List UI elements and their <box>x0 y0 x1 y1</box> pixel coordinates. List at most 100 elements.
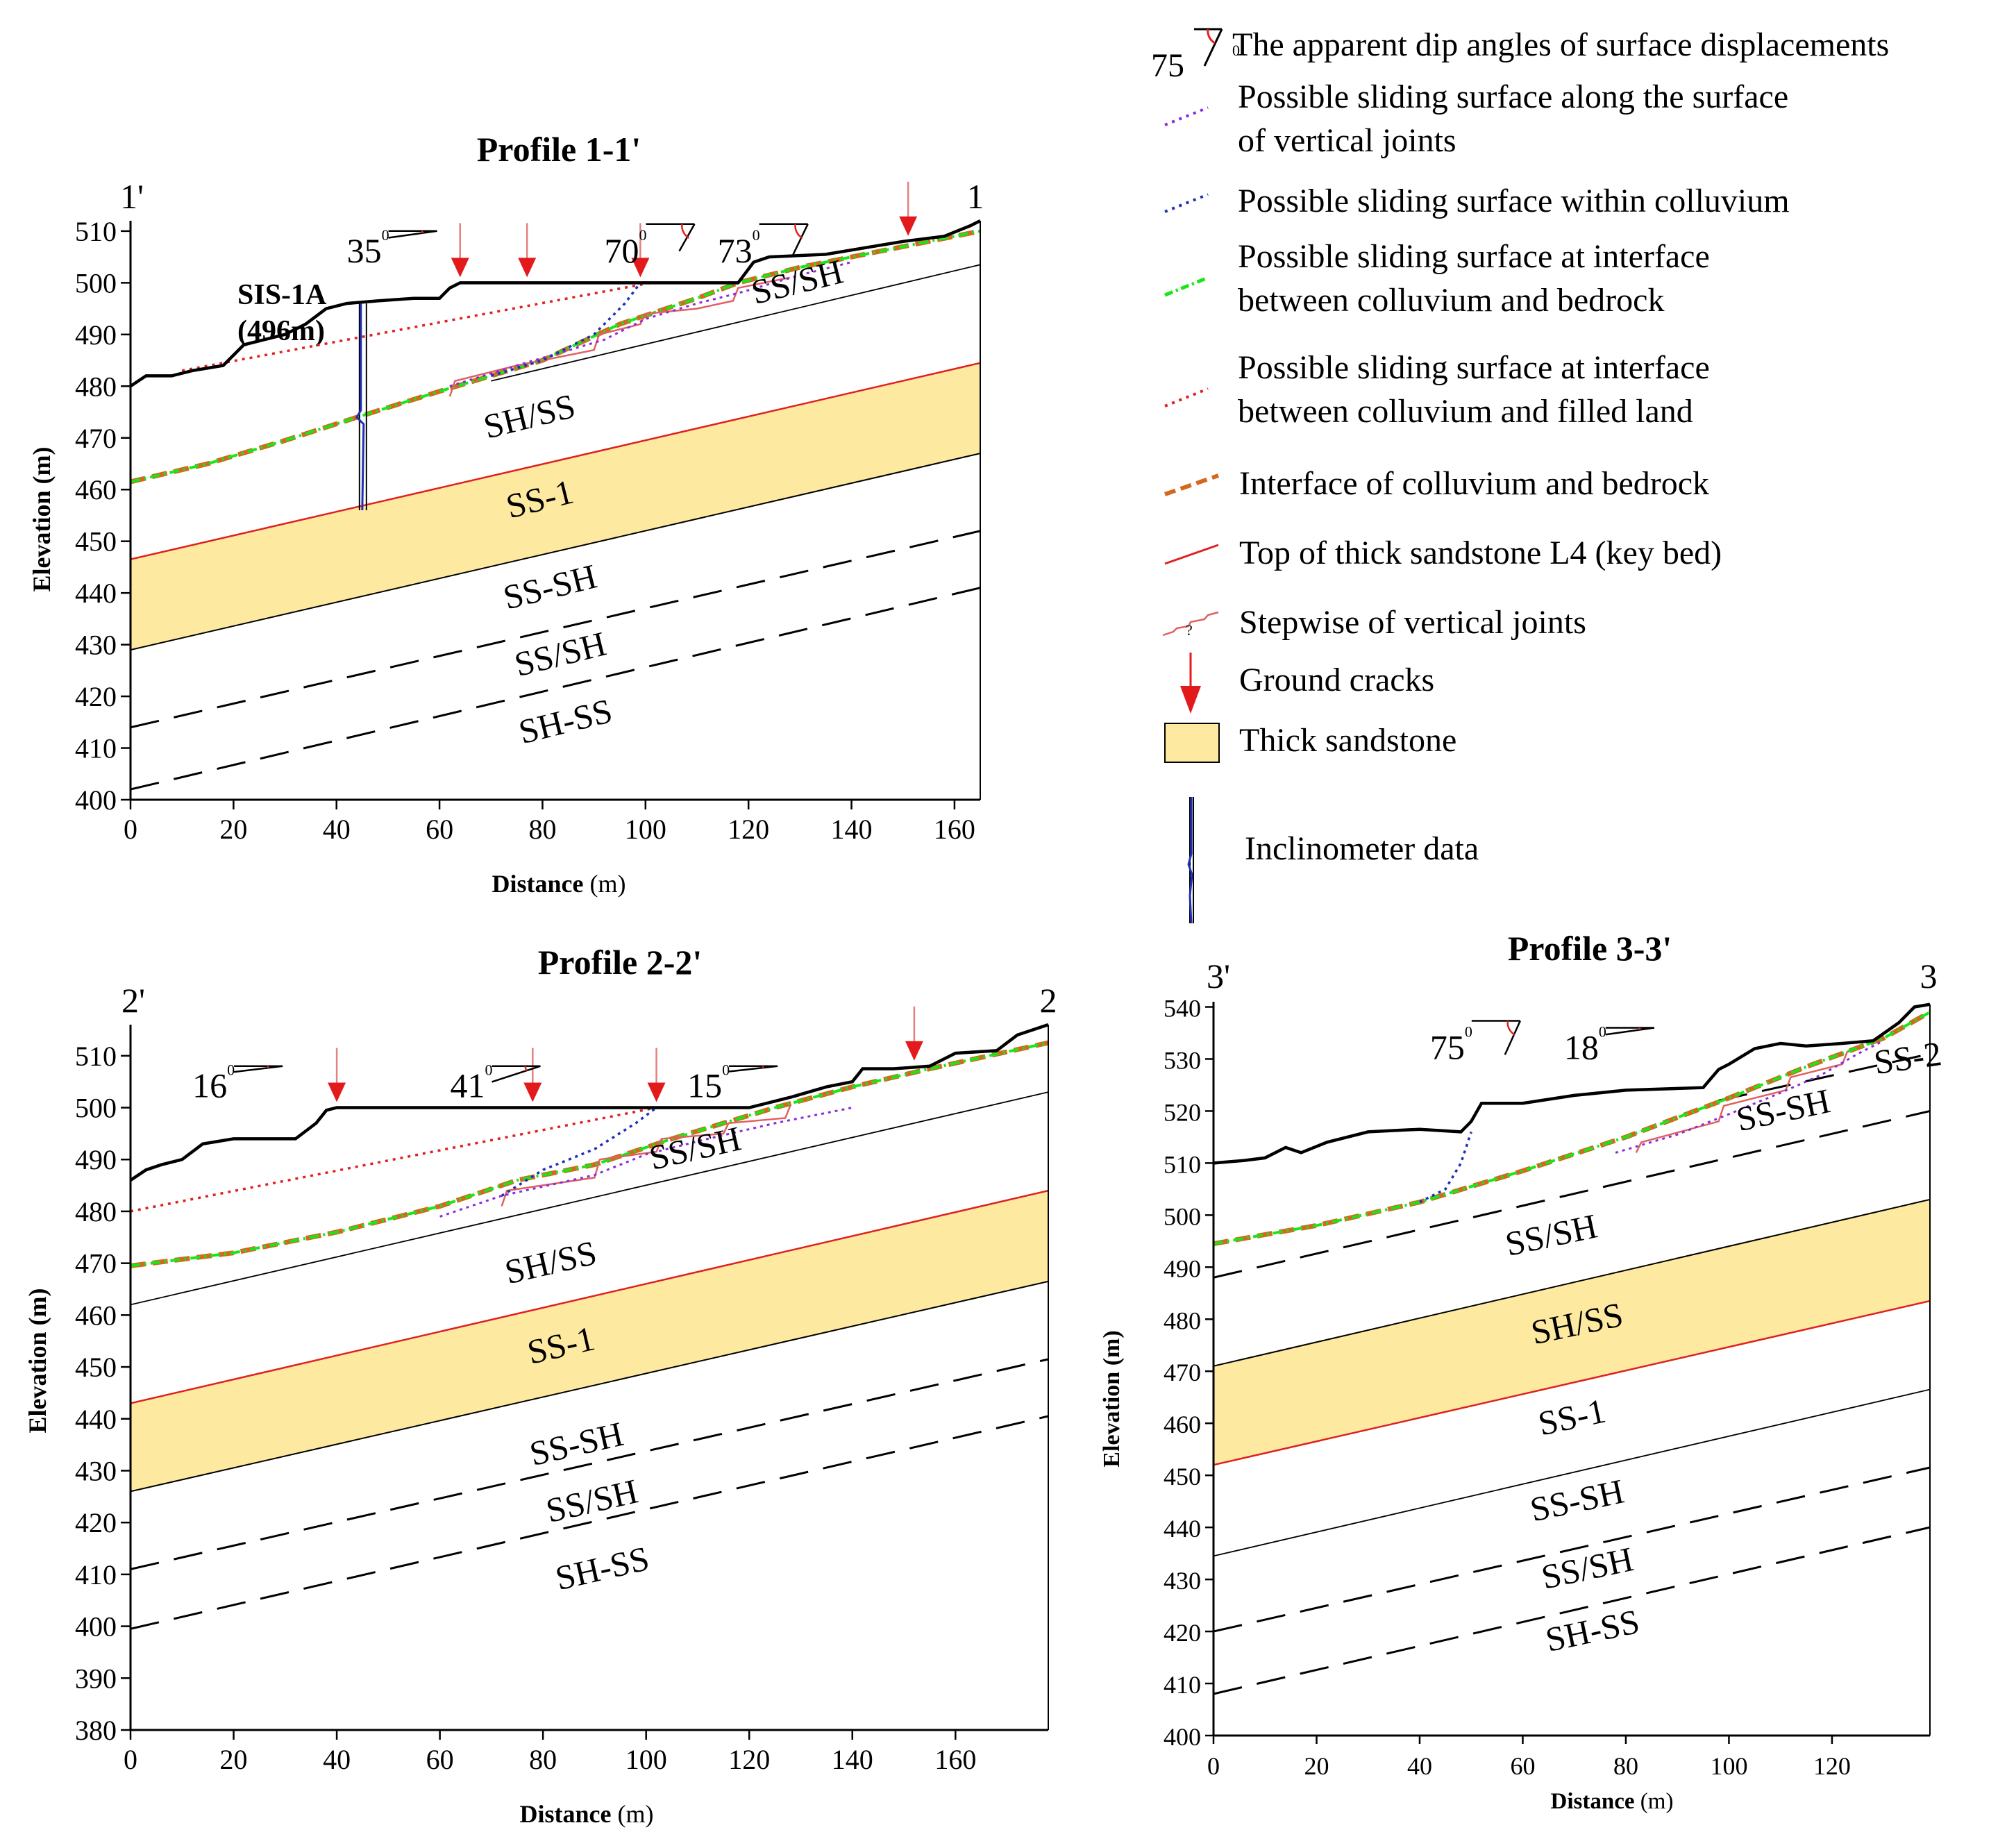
inclinometer-icon <box>1187 797 1194 924</box>
x-tick-label: 120 <box>728 1744 770 1775</box>
bedrock-boundary-line <box>491 264 980 382</box>
x-axis-unit: (m) <box>590 870 626 898</box>
svg-text:Distance (m): Distance (m) <box>520 1800 654 1828</box>
y-tick-label: 480 <box>1164 1307 1201 1334</box>
x-tick-label: 140 <box>831 814 873 845</box>
legend-label: Possible sliding surface along the surfa… <box>1238 78 1788 115</box>
ground-crack-arrow <box>523 1048 542 1102</box>
stepwise-joint-icon <box>1162 611 1219 637</box>
sliding-surface-colluvium-bedrock <box>1214 1011 1930 1245</box>
x-axis-title: Distance <box>520 1800 612 1828</box>
dashed-boundary-line <box>131 1358 1048 1570</box>
y-tick-label: 500 <box>75 1093 117 1124</box>
x-tick-label: 60 <box>426 1744 454 1775</box>
y-tick-label: 420 <box>75 681 117 712</box>
y-tick-label: 510 <box>75 216 117 247</box>
cross-section-plot <box>1214 1002 1930 1695</box>
y-tick-label: 470 <box>1164 1359 1201 1386</box>
rock-unit-label: SS-SH <box>499 556 601 616</box>
legend-item-colluvium-bedrock-surface: Possible sliding surface at interface be… <box>1164 238 1710 319</box>
ground-crack-arrow <box>518 223 537 278</box>
profile-3-panel: Profile 3-3' 3' 3 Distance (m) Elevation… <box>1099 929 1944 1814</box>
y-tick-label: 490 <box>75 1144 117 1175</box>
y-axis-title: Elevation (m) <box>28 447 56 592</box>
degree-sign: 0 <box>485 1061 492 1079</box>
x-axis-title: Distance <box>492 870 584 898</box>
rock-unit-label: SS-1 <box>1535 1391 1609 1443</box>
x-tick-label: 80 <box>529 1744 557 1775</box>
y-tick-label: 500 <box>1164 1202 1201 1230</box>
legend-item-inclinometer: Inclinometer data <box>1187 797 1479 924</box>
svg-text:Distance (m): Distance (m) <box>1551 1789 1674 1814</box>
dashed-boundary-line <box>131 1415 1048 1630</box>
sliding-surface-joints <box>439 1107 853 1218</box>
key-bed-line <box>1214 1300 1930 1466</box>
dip-angle-value: 73 <box>718 231 753 270</box>
legend-label: Interface of colluvium and bedrock <box>1239 465 1709 502</box>
dip-angle-symbol: 70 0 <box>604 223 696 270</box>
x-axis-unit: (m) <box>1640 1789 1674 1814</box>
rock-unit-label: SH/SS <box>480 386 579 446</box>
profile-left-end-label: 1' <box>120 177 144 216</box>
x-tick-label: 100 <box>625 814 666 845</box>
dip-angle-symbol: 41 0 <box>450 1061 541 1105</box>
sliding-surface-joints <box>449 261 852 387</box>
svg-text:0: 0 <box>1232 42 1240 59</box>
sandstone-base-boundary <box>131 1280 1048 1493</box>
rock-unit-label: SS/SH <box>646 1118 745 1177</box>
sandstone-top-boundary <box>1214 1198 1930 1367</box>
y-tick-label: 410 <box>75 733 117 764</box>
legend-dip-angle-value: 75 <box>1151 47 1184 84</box>
y-tick-label: 500 <box>75 267 117 299</box>
x-tick-label: 60 <box>426 814 453 845</box>
x-tick-label: 40 <box>323 814 351 845</box>
dip-angle-value: 75 <box>1430 1027 1465 1066</box>
legend-label: Possible sliding surface at interface <box>1238 349 1710 386</box>
degree-sign: 0 <box>722 1061 730 1079</box>
x-tick-label: 140 <box>832 1744 873 1775</box>
rock-unit-label: SH/SS <box>501 1233 601 1292</box>
y-tick-label: 510 <box>75 1041 117 1072</box>
dashed-boundary-line <box>1718 1052 1930 1102</box>
x-axis-title: Distance <box>1551 1789 1635 1814</box>
stepwise-vertical-joints <box>448 276 790 397</box>
svg-text:?: ? <box>1186 621 1193 639</box>
profile-right-end-label: 2 <box>1040 981 1057 1020</box>
y-tick-label: 430 <box>75 1455 117 1486</box>
dashed-boundary-line <box>1214 1466 1930 1633</box>
y-tick-label: 460 <box>75 1300 117 1331</box>
x-axis-unit: (m) <box>618 1800 654 1828</box>
y-tick-label: 410 <box>75 1559 117 1590</box>
x-tick-label: 20 <box>1304 1752 1329 1780</box>
y-tick-label: 380 <box>75 1715 117 1746</box>
y-tick-label: 450 <box>75 526 117 557</box>
profile-title: Profile 2-2' <box>538 943 703 982</box>
legend-item-colluvium-surface: Possible sliding surface within colluviu… <box>1164 183 1790 219</box>
y-tick-label: 490 <box>75 319 117 351</box>
legend-item-fill-surface: Possible sliding surface at interface be… <box>1164 349 1710 430</box>
legend-label: Thick sandstone <box>1239 722 1456 759</box>
dip-angle-value: 41 <box>450 1066 485 1105</box>
svg-text:Distance (m): Distance (m) <box>492 870 626 898</box>
degree-sign: 0 <box>1599 1023 1606 1040</box>
ground-crack-arrow <box>451 223 469 278</box>
y-tick-label: 480 <box>75 371 117 402</box>
inclinometer-casing <box>355 303 367 511</box>
rock-unit-label: SS-2 <box>1872 1034 1944 1082</box>
thick-sandstone-layer <box>131 1191 1048 1492</box>
y-tick-label: 490 <box>1164 1254 1201 1282</box>
dip-angle-symbol: 16 0 <box>192 1061 283 1105</box>
y-tick-label: 440 <box>1164 1515 1201 1543</box>
y-tick-label: 450 <box>75 1352 117 1383</box>
x-tick-label: 160 <box>934 814 975 845</box>
y-tick-label: 400 <box>75 1611 117 1643</box>
y-tick-label: 420 <box>75 1507 117 1538</box>
profile-left-end-label: 3' <box>1207 957 1230 996</box>
rock-unit-label: SH-SS <box>1542 1602 1643 1659</box>
dip-angle-icon <box>1194 28 1223 67</box>
legend-label: Ground cracks <box>1239 662 1434 698</box>
legend: 75 0 The apparent dip angles of surface … <box>1151 26 1889 924</box>
legend-item-joint-surface: Possible sliding surface along the surfa… <box>1164 78 1788 159</box>
thick-sandstone-layer <box>1214 1199 1930 1465</box>
